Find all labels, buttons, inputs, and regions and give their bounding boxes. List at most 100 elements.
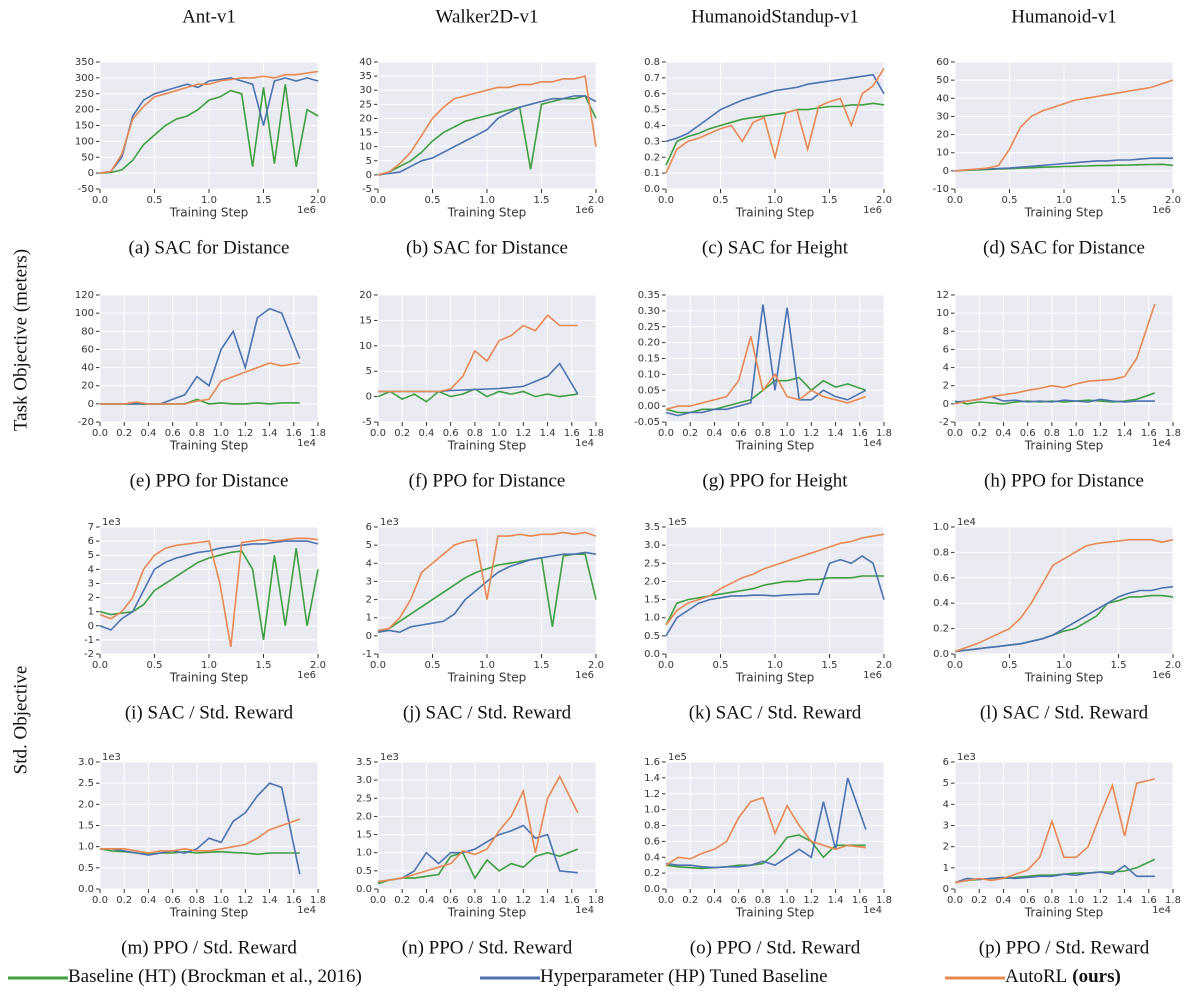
y-tick-label: 6 xyxy=(943,757,949,768)
series-line xyxy=(954,538,1174,653)
y-tick-label: 3 xyxy=(88,578,94,589)
plot-area xyxy=(100,295,318,422)
row-label: Task Objective (meters) xyxy=(10,249,31,431)
x-tick-label: 1.5 xyxy=(534,195,550,206)
caption: (o) PPO / Std. Reward xyxy=(690,937,861,958)
x-tick-label: 1.0 xyxy=(1056,195,1072,206)
x-tick-label: 0.5 xyxy=(1002,660,1018,671)
y-tick-label: 7 xyxy=(88,522,94,533)
x-tick-label: 0.0 xyxy=(370,895,386,906)
series-line xyxy=(100,362,300,405)
y-tick-label: 0 xyxy=(88,621,94,632)
y-tick-label: 20 xyxy=(81,381,94,392)
x-tick-label: 0.0 xyxy=(92,195,108,206)
x-tick-label: 1.6 xyxy=(852,895,868,906)
x-tick-label: 0.0 xyxy=(370,660,386,671)
y-offset: 1e4 xyxy=(957,517,976,528)
x-tick-label: 1.0 xyxy=(779,895,795,906)
x-tick-label: 1.0 xyxy=(1068,895,1084,906)
x-tick-label: 1.0 xyxy=(479,660,495,671)
x-offset: 1e4 xyxy=(863,438,882,449)
series-line xyxy=(954,778,1155,884)
y-tick-label: 25 xyxy=(359,99,372,110)
y-tick-label: 0 xyxy=(943,884,949,895)
x-offset: 1e6 xyxy=(863,670,882,681)
x-offset: 1e6 xyxy=(863,205,882,216)
x-tick-label: 1.2 xyxy=(1092,895,1108,906)
series-line xyxy=(377,774,579,883)
x-tick-label: 0.0 xyxy=(370,428,386,439)
x-tick-label: 1.8 xyxy=(876,895,892,906)
y-tick-label: 50 xyxy=(81,152,94,163)
y-tick-label: 0.5 xyxy=(356,866,372,877)
series-line xyxy=(377,94,597,176)
x-axis-label: Training Step xyxy=(447,439,527,453)
y-tick-label: 1.5 xyxy=(644,595,660,606)
y-offset: 1e3 xyxy=(102,517,121,528)
y-tick-label: 40 xyxy=(936,93,949,104)
y-tick-label: 6 xyxy=(88,536,94,547)
x-offset: 1e6 xyxy=(1152,670,1171,681)
x-tick-label: 1.8 xyxy=(1165,895,1181,906)
series-line xyxy=(954,157,1173,172)
x-axis-label: Training Step xyxy=(169,206,249,220)
row-label: Std. Objective xyxy=(10,666,31,775)
y-tick-label: 1 xyxy=(943,863,949,874)
series-line xyxy=(377,531,597,632)
x-axis-label: Training Step xyxy=(1024,439,1104,453)
series-line xyxy=(99,70,319,174)
caption: (n) PPO / Std. Reward xyxy=(402,937,573,958)
x-tick-label: 1.4 xyxy=(540,428,556,439)
x-tick-label: 1.4 xyxy=(540,895,556,906)
y-tick-label: 0.8 xyxy=(644,57,660,68)
series-line xyxy=(954,585,1174,653)
y-tick-label: 0 xyxy=(366,170,372,181)
x-tick-label: 1.2 xyxy=(803,428,819,439)
x-tick-label: 2.0 xyxy=(1165,195,1181,206)
series-line xyxy=(377,553,597,633)
x-tick-label: 0.2 xyxy=(682,895,698,906)
series-line xyxy=(99,548,319,641)
series-line xyxy=(665,102,885,166)
x-tick-label: 0.4 xyxy=(706,895,722,906)
x-tick-label: 0.2 xyxy=(394,428,410,439)
y-tick-label: 300 xyxy=(75,73,94,84)
y-tick-label: 1.6 xyxy=(644,757,660,768)
series-line xyxy=(665,73,885,143)
y-tick-label: 0.0 xyxy=(356,884,372,895)
y-tick-label: 40 xyxy=(81,363,94,374)
x-tick-label: 1.4 xyxy=(828,428,844,439)
y-tick-label: 3 xyxy=(943,821,949,832)
x-axis-label: Training Step xyxy=(169,439,249,453)
x-tick-label: 1.6 xyxy=(1141,895,1157,906)
y-tick-label: 0.4 xyxy=(644,121,660,132)
y-tick-label: 0.5 xyxy=(644,631,660,642)
x-tick-label: 0.0 xyxy=(658,195,674,206)
y-tick-label: 4 xyxy=(943,363,949,374)
x-offset: 1e4 xyxy=(863,905,882,916)
x-tick-label: 1.8 xyxy=(588,428,604,439)
plot-area xyxy=(378,762,596,889)
series-line xyxy=(665,575,884,626)
x-tick-label: 0.4 xyxy=(706,428,722,439)
y-tick-label: 2.5 xyxy=(78,778,94,789)
x-tick-label: 0.6 xyxy=(731,428,747,439)
y-offset: 1e3 xyxy=(380,517,399,528)
x-tick-label: 1.5 xyxy=(534,660,550,671)
legend-label: Hyperparameter (HP) Tuned Baseline xyxy=(540,966,828,987)
y-tick-label: 0 xyxy=(88,399,94,410)
column-title: Humanoid-v1 xyxy=(1011,6,1117,27)
series-line xyxy=(954,864,1155,884)
x-tick-label: 1.0 xyxy=(1056,660,1072,671)
caption: (f) PPO for Distance xyxy=(409,470,566,491)
x-tick-label: 0.0 xyxy=(947,895,963,906)
x-axis-label: Training Step xyxy=(735,206,815,220)
legend-emphasis: (ours) xyxy=(1072,966,1121,987)
legend-name: Hyperparameter (HP) Tuned Baseline xyxy=(540,966,828,987)
y-tick-label: 4 xyxy=(88,564,94,575)
y-tick-label: -20 xyxy=(78,417,94,428)
y-tick-label: 3 xyxy=(366,576,372,587)
y-tick-label: 2 xyxy=(943,381,949,392)
x-tick-label: 0.8 xyxy=(755,895,771,906)
x-tick-label: 1.0 xyxy=(201,660,217,671)
